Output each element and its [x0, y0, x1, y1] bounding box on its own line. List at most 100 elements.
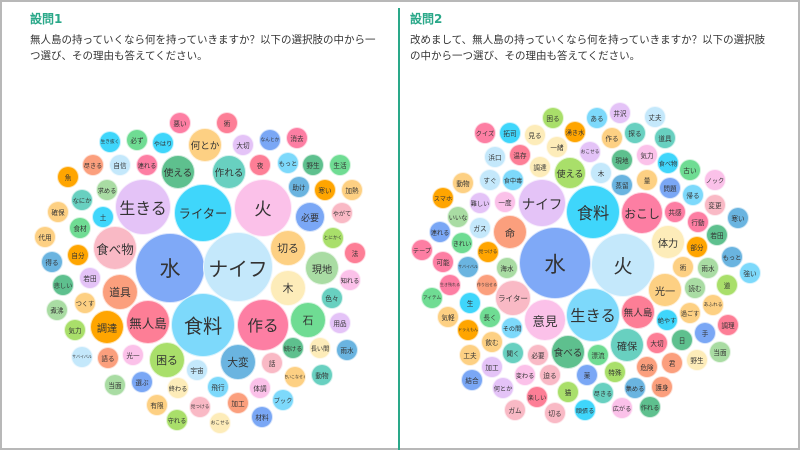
word-bubble: 一緒: [546, 136, 568, 158]
word-bubble: 消去: [286, 127, 308, 149]
word-bubble: 使える: [161, 155, 195, 189]
word-bubble: 見つける: [189, 396, 211, 418]
word-bubble: 宇宙: [186, 359, 208, 381]
word-bubble: 寒い: [727, 207, 749, 229]
word-bubble: 何とか: [492, 377, 514, 399]
word-bubble: ドラえもん: [457, 319, 479, 341]
word-bubble: やはり: [152, 132, 174, 154]
word-bubble: 動物: [311, 364, 333, 386]
word-bubble: 野生: [302, 154, 324, 176]
word-bubble: 生き抜く: [99, 131, 121, 153]
word-bubble: おこし: [621, 192, 663, 234]
word-bubble: 必ず: [126, 129, 148, 151]
word-bubble: 絶やす: [656, 309, 678, 331]
word-bubble: 変更: [704, 194, 726, 216]
word-bubble: 調達: [90, 310, 124, 344]
word-bubble: 若田: [79, 267, 101, 289]
word-bubble: 体調: [249, 377, 271, 399]
word-bubble: 連れる: [136, 154, 158, 176]
word-bubble: 意見: [524, 299, 566, 341]
word-bubble: 色々: [321, 287, 343, 309]
word-bubble: 若田: [706, 224, 728, 246]
word-bubble: 食料: [171, 293, 235, 357]
word-bubble: ライター: [495, 280, 531, 316]
word-bubble: 丈夫: [644, 106, 666, 128]
word-bubble: 集める: [624, 377, 646, 399]
word-bubble: 当面: [709, 341, 731, 363]
word-bubble: 自分: [67, 244, 89, 266]
word-bubble: 助け: [288, 176, 310, 198]
word-bubble: 命: [493, 215, 527, 249]
word-bubble: いいな: [447, 206, 469, 228]
word-bubble: 道: [716, 274, 738, 296]
word-bubble: 材料: [251, 406, 273, 428]
word-bubble: スマホ: [432, 187, 454, 209]
word-bubble: 猫: [557, 381, 579, 403]
word-bubble: 聞く: [502, 342, 524, 364]
word-bubble: つくす: [74, 292, 96, 314]
word-bubble: 夜: [249, 154, 271, 176]
word-bubble: 野生: [686, 349, 708, 371]
word-bubble: アイテム: [421, 287, 443, 309]
word-bubble: 手: [694, 322, 716, 344]
word-bubble: 結合: [461, 369, 483, 391]
word-bubble: 過ごす: [679, 302, 701, 324]
word-bubble: 加工: [481, 356, 503, 378]
word-bubble: ライター: [174, 184, 232, 242]
word-bubble: 日: [671, 329, 693, 351]
word-bubble: 守れる: [166, 409, 188, 431]
word-bubble: 飲む: [481, 331, 503, 353]
word-bubble: 煮沸: [46, 299, 68, 321]
word-bubble: 食べ物: [93, 226, 137, 270]
word-bubble: 水: [519, 227, 591, 299]
word-bubble: 生: [459, 292, 481, 314]
word-bubble: その間: [501, 317, 523, 339]
word-bubble: ガス: [469, 217, 491, 239]
word-bubble: 量: [636, 169, 658, 191]
word-bubble: 作り出せる: [476, 274, 498, 296]
word-bubble: すぐ: [479, 169, 501, 191]
word-bubble: 調理: [717, 314, 739, 336]
word-bubble: 君: [661, 352, 683, 374]
word-bubble: 代用: [34, 226, 56, 248]
word-bubble: 自信: [109, 154, 131, 176]
word-bubble: 雨水: [336, 339, 358, 361]
word-bubble: 術: [672, 256, 694, 278]
word-bubble: 難しい: [469, 192, 491, 214]
word-bubble: 連れる: [429, 221, 451, 243]
word-bubble: とにかく: [322, 227, 344, 249]
word-bubble: 有限: [146, 394, 168, 416]
word-bubble: サバイバル: [71, 346, 93, 368]
word-bubble: ある: [586, 107, 608, 129]
word-bubble: 確保: [610, 328, 644, 362]
word-bubble: ナイフ: [518, 179, 566, 227]
word-bubble: 古い: [679, 159, 701, 181]
word-bubble: 体力: [651, 225, 685, 259]
word-bubble: おこせる: [579, 141, 601, 163]
word-bubble: 切る: [270, 230, 306, 266]
word-bubble: 大切: [646, 332, 668, 354]
word-bubble: 拓司: [499, 122, 521, 144]
word-bubble: 見つける: [477, 241, 499, 263]
word-bubble: 道具: [102, 274, 138, 310]
word-bubble: 使える: [554, 157, 586, 189]
word-bubble: 困る: [542, 107, 564, 129]
word-bubble: 寒い: [314, 179, 336, 201]
word-bubble: 生きる: [566, 288, 620, 342]
word-bubble: 現地: [611, 149, 633, 171]
word-bubble: 困る: [149, 342, 185, 378]
word-bubble: 漂流: [587, 344, 609, 366]
word-bubble: 語る: [97, 347, 119, 369]
word-bubble: 木: [270, 270, 306, 306]
word-bubble: 見る: [524, 124, 546, 146]
word-bubble: 浜口: [484, 146, 506, 168]
word-bubble: 特殊: [604, 361, 626, 383]
word-bubble: ブック: [272, 389, 294, 411]
word-bubble: ガム: [504, 399, 526, 421]
word-bubble: 長い間: [309, 337, 331, 359]
word-bubble: 作れる: [639, 396, 661, 418]
word-bubble: 確保: [47, 201, 69, 223]
word-bubble: 魚: [57, 166, 79, 188]
